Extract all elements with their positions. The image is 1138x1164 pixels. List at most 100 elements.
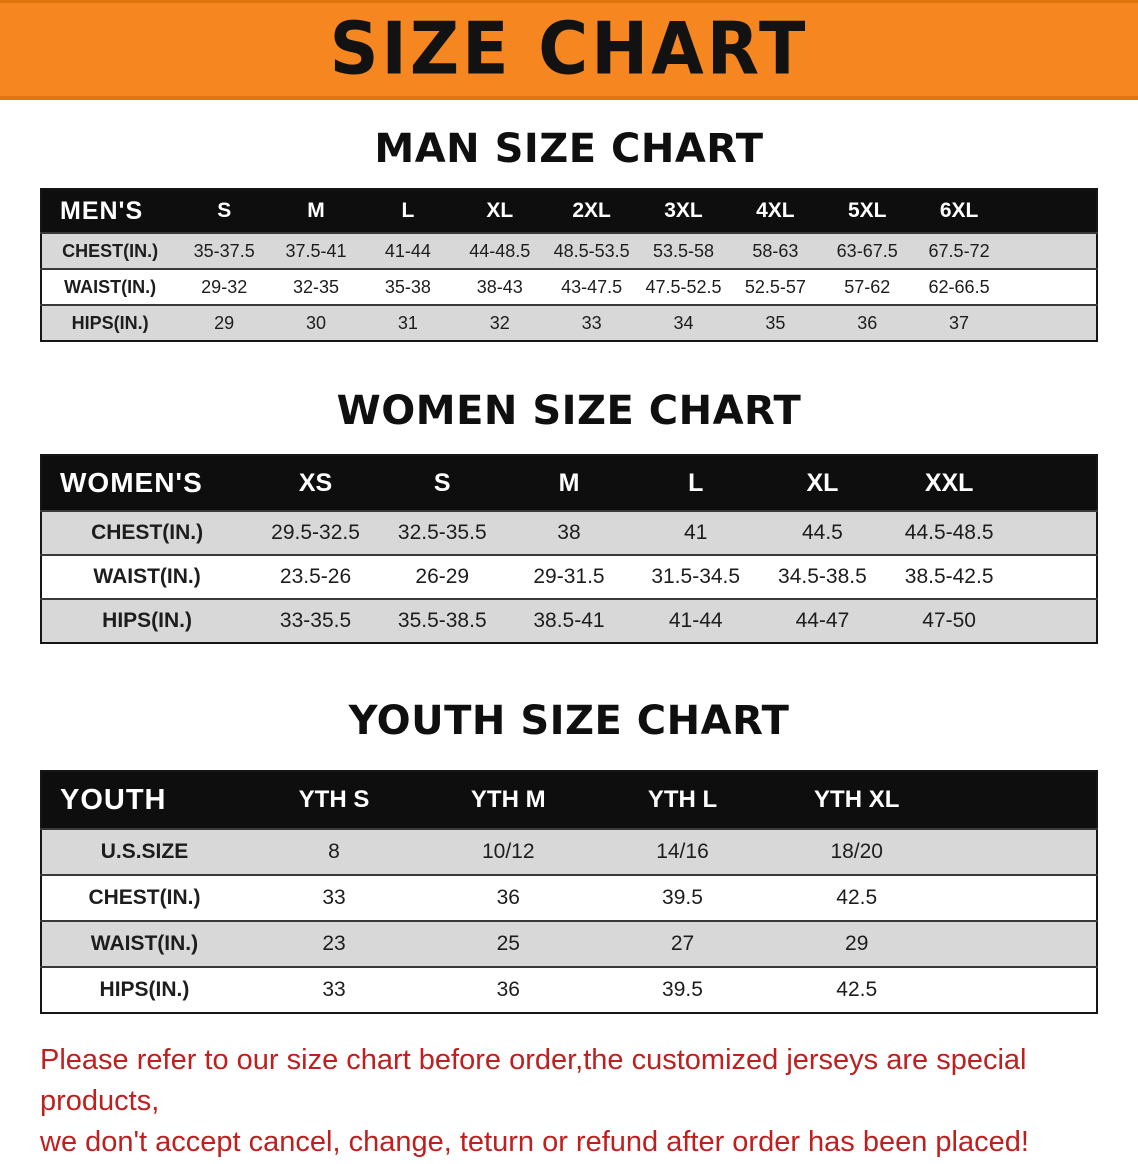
row-label: HIPS(IN.)	[99, 978, 190, 1001]
size-value-cell: 32-35	[293, 276, 340, 297]
size-col-header: S	[178, 189, 271, 233]
size-value-cell: 39.5	[662, 886, 703, 909]
size-value-cell: 37	[949, 312, 970, 333]
size-value-cell: 30	[306, 312, 327, 333]
size-value-cell: 31	[397, 312, 418, 333]
women-table-wrap: WOMEN'S XS S M L XL XXL CHEST(IN.) 29.5-…	[0, 454, 1138, 644]
size-col-header: M	[505, 455, 633, 511]
size-value-cell: 38.5-41	[533, 609, 605, 632]
men-waist-row: WAIST(IN.) 29-32 32-35 35-38 38-43 43-47…	[41, 269, 1097, 305]
youth-ussize-row: U.S.SIZE 8 10/12 14/16 18/20	[41, 829, 1097, 875]
banner: SIZE CHART	[0, 0, 1138, 100]
men-section-heading: MAN SIZE CHART	[374, 126, 764, 172]
row-label: HIPS(IN.)	[102, 609, 193, 632]
size-col-header: 4XL	[729, 189, 822, 233]
row-label: WAIST(IN.)	[64, 276, 157, 297]
size-col-header: YTH S	[246, 771, 422, 829]
size-value-cell: 53.5-58	[652, 240, 715, 261]
women-chest-row: CHEST(IN.) 29.5-32.5 32.5-35.5 38 41 44.…	[41, 511, 1097, 555]
size-col-header: YTH M	[421, 771, 596, 829]
spacer-cell	[1012, 455, 1097, 511]
size-value-cell: 34	[673, 312, 694, 333]
size-value-cell: 33	[322, 886, 346, 909]
size-value-cell: 41-44	[384, 240, 431, 261]
size-value-cell: 38	[557, 521, 581, 544]
spacer-cell	[944, 829, 1097, 875]
size-value-cell: 14/16	[656, 840, 709, 863]
size-col-header: 6XL	[913, 189, 1005, 233]
size-value-cell: 26-29	[415, 565, 470, 588]
size-value-cell: 36	[857, 312, 878, 333]
size-value-cell: 33	[322, 978, 346, 1001]
men-header-row: MEN'S S M L XL 2XL 3XL 4XL 5XL 6XL	[41, 189, 1097, 233]
size-value-cell: 47-50	[922, 609, 976, 632]
men-chest-row: CHEST(IN.) 35-37.5 37.5-41 41-44 44-48.5…	[41, 233, 1097, 269]
youth-chest-row: CHEST(IN.) 33 36 39.5 42.5	[41, 875, 1097, 921]
youth-table-label: YOUTH	[41, 771, 247, 829]
size-value-cell: 23	[322, 932, 346, 955]
youth-table-wrap: YOUTH YTH S YTH M YTH L YTH XL U.S.SIZE …	[0, 770, 1138, 1014]
size-value-cell: 48.5-53.5	[553, 240, 630, 261]
spacer-cell	[1005, 189, 1097, 233]
women-table-label: WOMEN'S	[41, 455, 253, 511]
size-col-header: 2XL	[545, 189, 638, 233]
size-value-cell: 29-31.5	[533, 565, 605, 588]
size-value-cell: 29	[845, 932, 869, 955]
row-label: U.S.SIZE	[100, 840, 189, 863]
youth-section-heading: YOUTH SIZE CHART	[348, 698, 790, 744]
size-value-cell: 44-47	[795, 609, 850, 632]
size-value-cell: 63-67.5	[836, 240, 898, 261]
spacer-cell	[944, 921, 1097, 967]
size-value-cell: 39.5	[662, 978, 703, 1001]
size-col-header: YTH XL	[769, 771, 944, 829]
size-col-header: M	[270, 189, 362, 233]
size-value-cell: 42.5	[836, 978, 878, 1001]
disclaimer-line-1: Please refer to our size chart before or…	[40, 1044, 1027, 1118]
size-value-cell: 29	[214, 312, 235, 333]
size-value-cell: 36	[496, 886, 520, 909]
size-value-cell: 32.5-35.5	[397, 521, 487, 544]
size-value-cell: 44.5	[801, 521, 843, 544]
size-value-cell: 34.5-38.5	[778, 565, 867, 588]
men-size-table: MEN'S S M L XL 2XL 3XL 4XL 5XL 6XL CHEST…	[40, 188, 1098, 342]
size-col-header: L	[361, 189, 454, 233]
row-label: WAIST(IN.)	[90, 932, 199, 955]
women-size-table: WOMEN'S XS S M L XL XXL CHEST(IN.) 29.5-…	[40, 454, 1098, 644]
size-value-cell: 44.5-48.5	[904, 521, 994, 544]
size-value-cell: 35.5-38.5	[397, 609, 487, 632]
row-label: CHEST(IN.)	[62, 240, 159, 261]
women-header-row: WOMEN'S XS S M L XL XXL	[41, 455, 1097, 511]
women-section-heading: WOMEN SIZE CHART	[336, 388, 802, 434]
size-col-header: XS	[252, 455, 379, 511]
size-value-cell: 31.5-34.5	[651, 565, 741, 588]
spacer-cell	[944, 875, 1097, 921]
youth-size-table: YOUTH YTH S YTH M YTH L YTH XL U.S.SIZE …	[40, 770, 1098, 1014]
spacer-cell	[944, 967, 1097, 1013]
size-value-cell: 33-35.5	[279, 609, 352, 632]
women-hips-row: HIPS(IN.) 33-35.5 35.5-38.5 38.5-41 41-4…	[41, 599, 1097, 643]
disclaimer-line-2: we don't accept cancel, change, teturn o…	[40, 1126, 1029, 1159]
women-waist-row: WAIST(IN.) 23.5-26 26-29 29-31.5 31.5-34…	[41, 555, 1097, 599]
size-value-cell: 25	[496, 932, 520, 955]
spacer-cell	[1005, 305, 1097, 341]
size-value-cell: 43-47.5	[561, 276, 623, 297]
spacer-cell	[1013, 555, 1098, 599]
youth-header-row: YOUTH YTH S YTH M YTH L YTH XL	[41, 771, 1097, 829]
size-value-cell: 58-63	[752, 240, 799, 261]
size-value-cell: 47.5-52.5	[645, 276, 722, 297]
size-value-cell: 62-66.5	[928, 276, 990, 297]
size-col-header: 3XL	[637, 189, 730, 233]
size-value-cell: 35-38	[384, 276, 431, 297]
size-value-cell: 29.5-32.5	[271, 521, 360, 544]
size-col-header: S	[378, 455, 506, 511]
size-value-cell: 23.5-26	[279, 565, 352, 588]
size-value-cell: 33	[581, 312, 602, 333]
size-col-header: XL	[453, 189, 546, 233]
size-value-cell: 29-32	[201, 276, 248, 297]
row-label: CHEST(IN.)	[88, 886, 201, 909]
size-value-cell: 35-37.5	[193, 240, 255, 261]
page-title: SIZE CHART	[329, 7, 809, 92]
size-value-cell: 44-48.5	[469, 240, 531, 261]
size-value-cell: 32	[489, 312, 510, 333]
size-value-cell: 10/12	[481, 840, 535, 863]
